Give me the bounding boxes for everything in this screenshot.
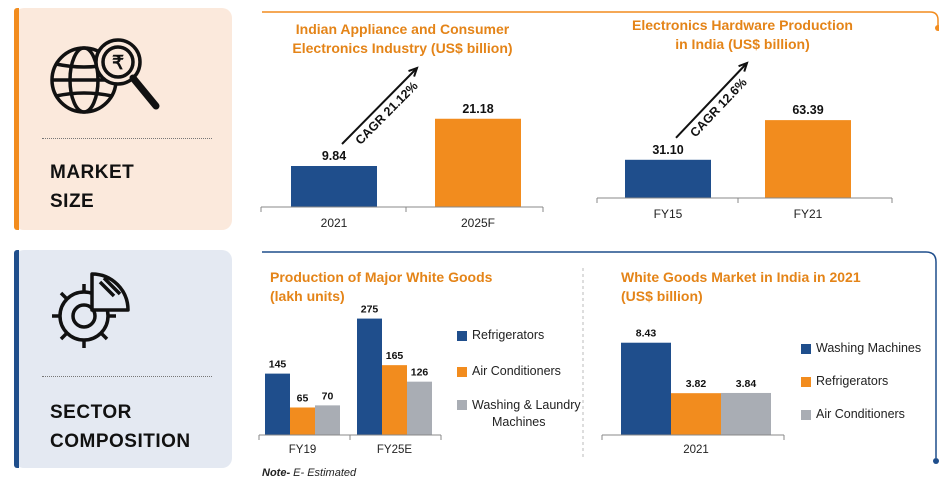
tile-accent-bar: [14, 8, 19, 230]
bar: [382, 365, 407, 435]
legend-label: Air Conditioners: [472, 364, 561, 378]
bar: [315, 405, 340, 435]
legend-label: Washing Machines: [816, 341, 922, 355]
x-tick-label: 2025F: [461, 216, 495, 230]
bar: [265, 373, 290, 435]
bar-value-label: 21.18: [462, 102, 493, 116]
x-tick-label: 2021: [683, 444, 709, 456]
bar-value-label: 3.84: [736, 378, 757, 390]
bar-value-label: 165: [386, 350, 404, 362]
tile-divider: [42, 376, 212, 377]
legend-label-line: Washing & Laundry: [472, 398, 581, 412]
bar: [291, 166, 377, 207]
chart-white-goods-market-title: White Goods Market in India in 2021 (US$…: [621, 268, 911, 306]
title-line: in India (US$ billion): [675, 36, 810, 52]
legend-swatch: [457, 400, 467, 410]
bar-value-label: 70: [322, 390, 334, 402]
label-line: COMPOSITION: [50, 431, 191, 452]
footnote-prefix: Note-: [262, 467, 291, 479]
x-tick-label: FY21: [794, 207, 823, 221]
title-line: Indian Appliance and Consumer: [295, 21, 510, 37]
legend-label: Washing & Laundry Machines: [472, 397, 581, 431]
bar: [671, 393, 721, 435]
x-tick-label: FY19: [289, 444, 317, 456]
legend-swatch: [457, 331, 467, 341]
legend-swatch: [801, 377, 811, 387]
bar: [765, 120, 851, 198]
market-size-label: MARKET SIZE: [50, 158, 134, 216]
legend-swatch: [801, 344, 811, 354]
bar-value-label: 63.39: [792, 103, 823, 117]
chart-white-goods-production: 145 65 70 FY19 275 165 126 FY25E: [258, 304, 442, 456]
cagr-annotation: CAGR 21.12%: [353, 79, 421, 148]
bar: [435, 118, 521, 207]
title-line: Electronics Hardware Production: [632, 17, 853, 33]
label-line: MARKET: [50, 162, 135, 183]
legend-swatch: [801, 410, 811, 420]
bar-value-label: 65: [297, 392, 309, 404]
bar: [721, 392, 771, 435]
title-line: (US$ billion): [621, 288, 703, 304]
label-line: SECTOR: [50, 402, 132, 423]
svg-text:₹: ₹: [112, 53, 124, 74]
footnote-text: E- Estimated: [290, 467, 357, 479]
bar-value-label: 9.84: [322, 149, 346, 163]
chart-appliance-industry: 9.84 2021 21.18 2025F CAGR 21.12%: [260, 66, 544, 230]
cagr-annotation: CAGR 12.6%: [687, 75, 749, 140]
chart-white-goods-market: 8.43 3.82 3.84 2021: [601, 328, 785, 456]
bar-value-label: 126: [411, 367, 429, 379]
bar: [290, 407, 315, 435]
title-line: Electronics Industry (US$ billion): [292, 40, 513, 56]
tile-accent-bar: [14, 250, 19, 468]
legend-label: Refrigerators: [472, 328, 545, 342]
bar-value-label: 31.10: [652, 143, 683, 157]
title-line: Production of Major White Goods: [270, 269, 493, 285]
x-tick-label: 2021: [321, 216, 348, 230]
globe-rupee-magnifier-icon: ₹: [50, 38, 160, 114]
x-tick-label: FY15: [654, 207, 683, 221]
bar: [621, 342, 671, 435]
legend-label: Refrigerators: [816, 374, 889, 388]
bar-value-label: 145: [269, 359, 287, 371]
x-tick-label: FY25E: [377, 444, 412, 456]
cagr-arrow: [675, 62, 748, 139]
chart-electronics-production: 31.10 FY15 63.39 FY21 CAGR 12.6%: [596, 61, 893, 221]
bar-value-label: 8.43: [636, 328, 657, 340]
bar: [625, 159, 711, 198]
legend-label-line: Machines: [492, 415, 546, 429]
footnote: Note- E- Estimated: [262, 467, 356, 479]
cagr-arrow: [341, 67, 418, 145]
sector-composition-label: SECTOR COMPOSITION: [50, 398, 191, 456]
chart-appliance-title: Indian Appliance and Consumer Electronic…: [280, 20, 525, 58]
bar: [357, 318, 382, 435]
gear-pie-chart-icon: [52, 272, 130, 348]
chart-white-goods-production-title: Production of Major White Goods (lakh un…: [270, 268, 540, 306]
tile-divider: [42, 138, 212, 139]
bar-value-label: 275: [361, 304, 379, 316]
title-line: White Goods Market in India in 2021: [621, 269, 861, 285]
bar-value-label: 3.82: [686, 378, 707, 390]
market-size-tile: ₹ MARKET SIZE: [14, 8, 232, 230]
title-line: (lakh units): [270, 288, 345, 304]
sector-composition-tile: SECTOR COMPOSITION: [14, 250, 232, 468]
cagr-arrow-head: [738, 61, 749, 72]
cagr-arrow-head: [408, 66, 419, 77]
bar: [407, 381, 432, 435]
legend-label: Air Conditioners: [816, 407, 905, 421]
chart-electronics-title: Electronics Hardware Production in India…: [615, 16, 870, 54]
label-line: SIZE: [50, 191, 95, 212]
legend-swatch: [457, 367, 467, 377]
